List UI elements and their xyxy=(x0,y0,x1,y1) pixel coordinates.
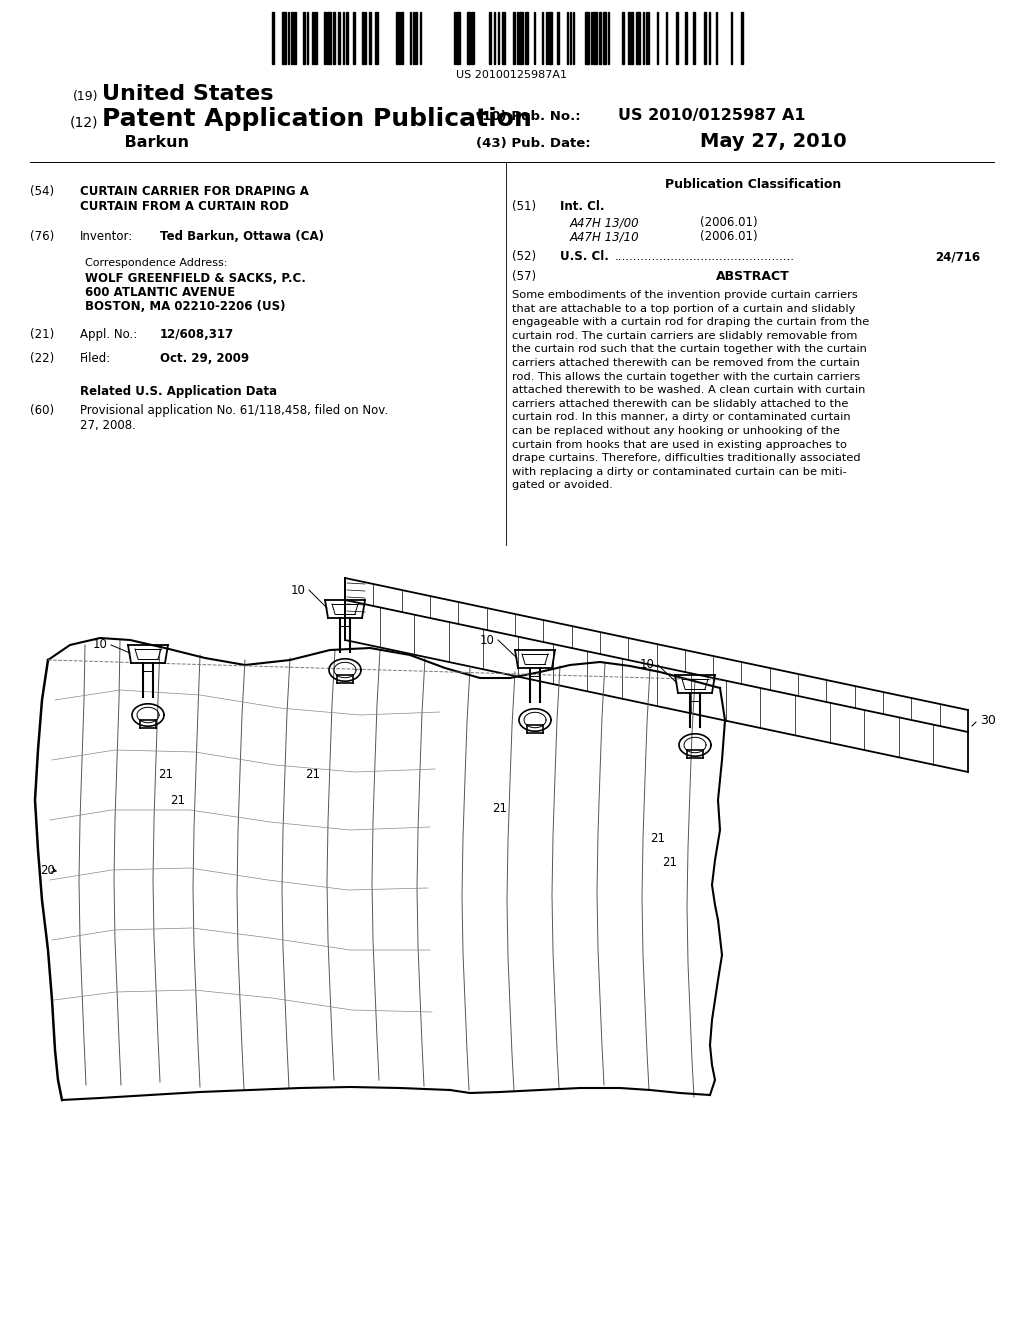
Text: (19): (19) xyxy=(73,90,98,103)
Text: WOLF GREENFIELD & SACKS, P.C.: WOLF GREENFIELD & SACKS, P.C. xyxy=(85,272,306,285)
Text: (51): (51) xyxy=(512,201,537,213)
Text: 10: 10 xyxy=(291,583,306,597)
Text: ABSTRACT: ABSTRACT xyxy=(716,271,790,282)
Text: U.S. Cl.: U.S. Cl. xyxy=(560,249,609,263)
Text: (12): (12) xyxy=(70,115,98,129)
Bar xyxy=(622,12,624,63)
Bar xyxy=(369,12,371,63)
Text: (43) Pub. Date:: (43) Pub. Date: xyxy=(476,137,591,150)
Bar xyxy=(471,12,474,63)
Text: 24/716: 24/716 xyxy=(935,249,980,263)
Text: Appl. No.:: Appl. No.: xyxy=(80,327,137,341)
Bar xyxy=(327,12,331,63)
Text: (22): (22) xyxy=(30,352,54,366)
Text: 21: 21 xyxy=(492,801,507,814)
Text: (54): (54) xyxy=(30,185,54,198)
Text: BOSTON, MA 02210-2206 (US): BOSTON, MA 02210-2206 (US) xyxy=(85,300,286,313)
Text: (10) Pub. No.:: (10) Pub. No.: xyxy=(476,110,581,123)
Text: Inventor:: Inventor: xyxy=(80,230,133,243)
Bar xyxy=(346,12,348,63)
Bar xyxy=(705,12,706,63)
Bar xyxy=(685,12,687,63)
Bar xyxy=(548,12,552,63)
Bar xyxy=(375,12,378,63)
Bar xyxy=(628,12,630,63)
Bar xyxy=(0,1040,1024,1160)
Bar xyxy=(693,12,695,63)
Text: US 2010/0125987 A1: US 2010/0125987 A1 xyxy=(618,108,806,123)
Text: 10: 10 xyxy=(93,639,108,652)
Text: CURTAIN CARRIER FOR DRAPING A: CURTAIN CARRIER FOR DRAPING A xyxy=(80,185,309,198)
Text: (57): (57) xyxy=(512,271,537,282)
Bar xyxy=(585,12,589,63)
Bar xyxy=(603,12,606,63)
Text: Filed:: Filed: xyxy=(80,352,112,366)
Text: 10: 10 xyxy=(640,659,655,672)
Text: Ted Barkun, Ottawa (CA): Ted Barkun, Ottawa (CA) xyxy=(160,230,324,243)
Text: 21: 21 xyxy=(158,768,173,781)
Text: 30: 30 xyxy=(980,714,996,726)
Bar xyxy=(333,12,335,63)
Bar xyxy=(338,12,340,63)
Text: (2006.01): (2006.01) xyxy=(700,216,758,228)
Text: CURTAIN FROM A CURTAIN ROD: CURTAIN FROM A CURTAIN ROD xyxy=(80,201,289,213)
Text: 600 ATLANTIC AVENUE: 600 ATLANTIC AVENUE xyxy=(85,286,236,300)
Bar xyxy=(314,12,317,63)
Text: May 27, 2010: May 27, 2010 xyxy=(700,132,847,150)
Bar xyxy=(324,12,326,63)
Bar xyxy=(741,12,743,63)
Text: A47H 13/00: A47H 13/00 xyxy=(570,216,640,228)
Text: 21: 21 xyxy=(650,832,665,845)
Text: United States: United States xyxy=(102,84,273,104)
Text: Related U.S. Application Data: Related U.S. Application Data xyxy=(80,385,278,399)
Bar xyxy=(513,12,515,63)
Text: 21: 21 xyxy=(305,768,319,781)
Text: Int. Cl.: Int. Cl. xyxy=(560,201,604,213)
Text: Correspondence Address:: Correspondence Address: xyxy=(85,257,227,268)
Text: (21): (21) xyxy=(30,327,54,341)
Bar xyxy=(525,12,528,63)
Text: US 20100125987A1: US 20100125987A1 xyxy=(457,70,567,81)
Bar xyxy=(401,12,403,63)
Text: 27, 2008.: 27, 2008. xyxy=(80,418,136,432)
Bar xyxy=(636,12,640,63)
Bar xyxy=(467,12,470,63)
Bar xyxy=(396,12,400,63)
Bar xyxy=(362,12,364,63)
Bar xyxy=(303,12,305,63)
Text: Barkun: Barkun xyxy=(102,135,189,150)
Text: ................................................: ........................................… xyxy=(615,249,795,263)
Text: 12/608,317: 12/608,317 xyxy=(160,327,234,341)
Text: A47H 13/10: A47H 13/10 xyxy=(570,230,640,243)
Text: 21: 21 xyxy=(662,855,677,869)
Bar xyxy=(272,12,274,63)
Text: (52): (52) xyxy=(512,249,537,263)
Bar xyxy=(557,12,559,63)
Text: 21: 21 xyxy=(170,793,185,807)
Bar xyxy=(631,12,633,63)
Bar xyxy=(676,12,678,63)
Text: Provisional application No. 61/118,458, filed on Nov.: Provisional application No. 61/118,458, … xyxy=(80,404,388,417)
Text: Publication Classification: Publication Classification xyxy=(665,178,841,191)
Bar xyxy=(291,12,293,63)
Text: (2006.01): (2006.01) xyxy=(700,230,758,243)
Text: (76): (76) xyxy=(30,230,54,243)
Bar xyxy=(456,12,460,63)
Text: Oct. 29, 2009: Oct. 29, 2009 xyxy=(160,352,249,366)
Bar xyxy=(282,12,286,63)
Text: 20: 20 xyxy=(40,863,55,876)
Bar xyxy=(599,12,601,63)
Text: Some embodiments of the invention provide curtain carriers
that are attachable t: Some embodiments of the invention provid… xyxy=(512,290,869,491)
Bar xyxy=(294,12,296,63)
Bar xyxy=(353,12,355,63)
Text: Patent Application Publication: Patent Application Publication xyxy=(102,107,531,131)
Bar xyxy=(502,12,505,63)
Text: 10: 10 xyxy=(480,634,495,647)
Bar xyxy=(593,12,597,63)
Text: (60): (60) xyxy=(30,404,54,417)
Bar xyxy=(519,12,523,63)
Bar xyxy=(489,12,490,63)
Bar xyxy=(415,12,417,63)
